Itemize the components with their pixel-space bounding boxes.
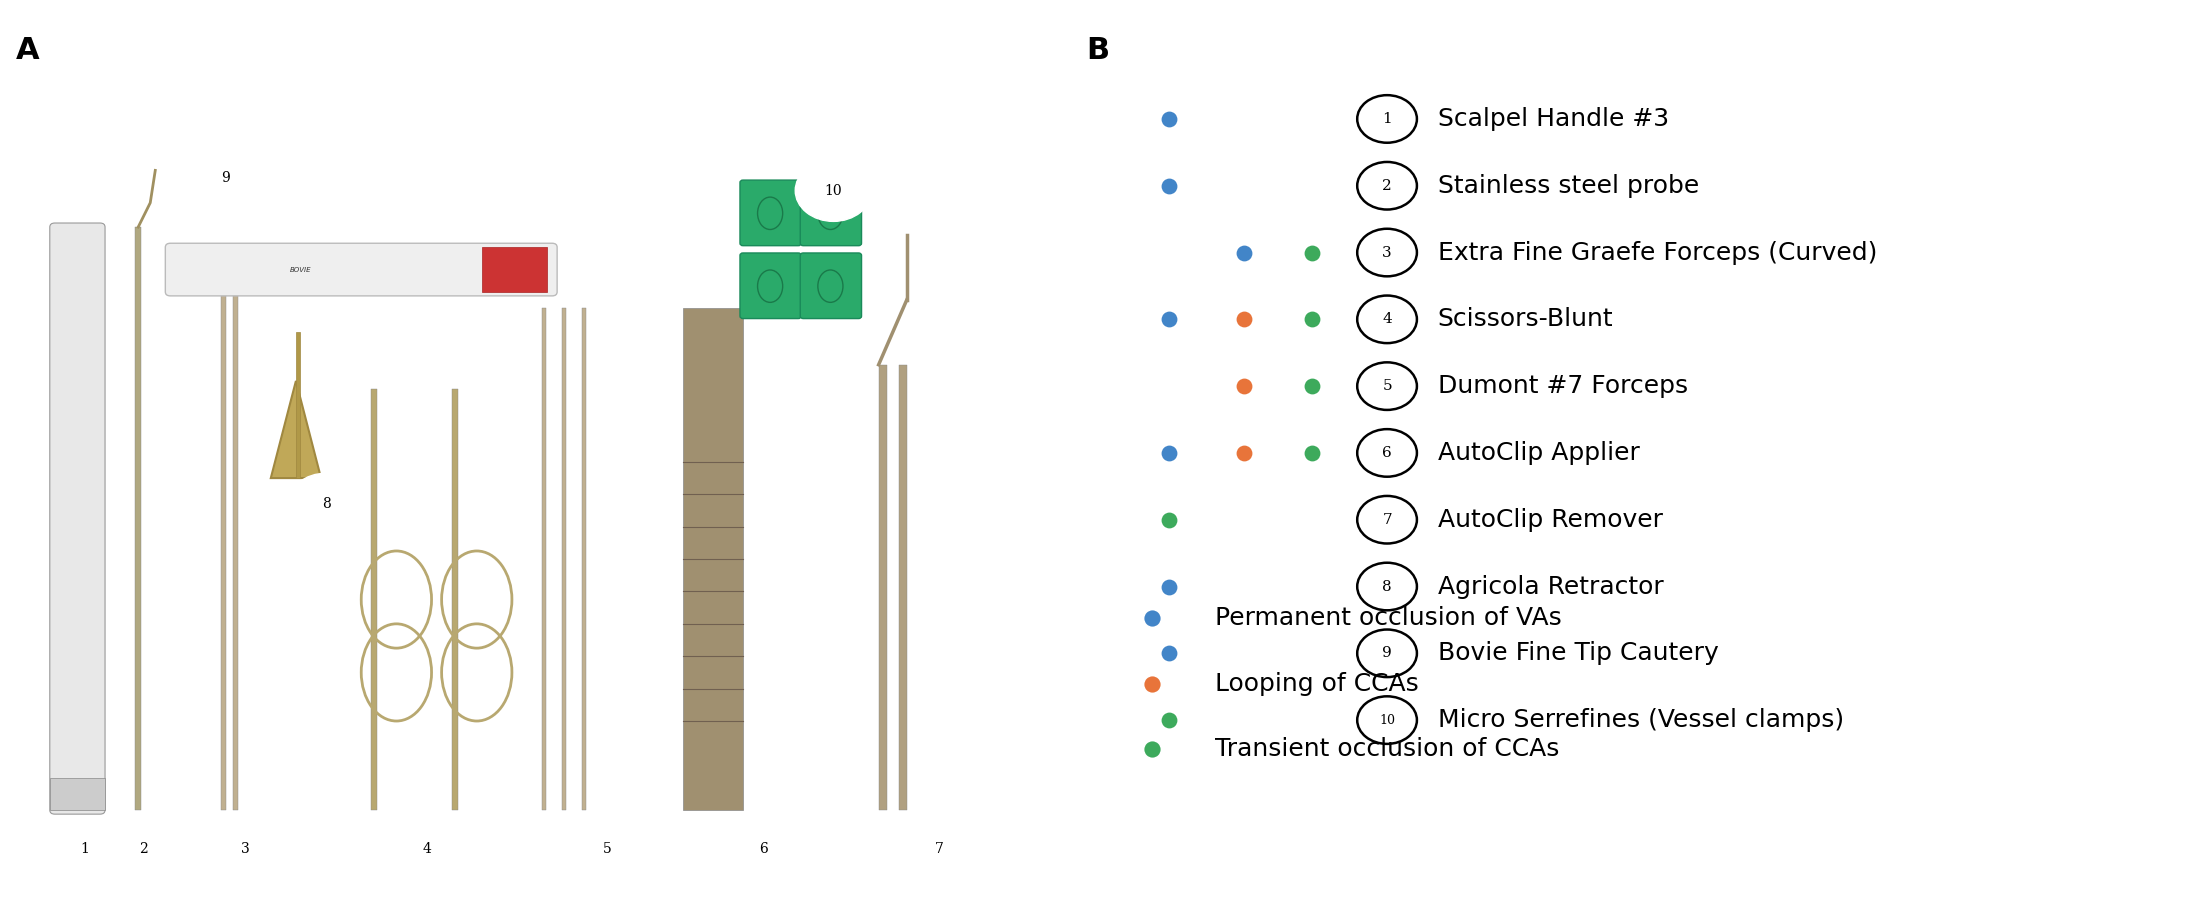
Point	[1225, 379, 1261, 393]
Circle shape	[188, 147, 263, 210]
Point	[1225, 446, 1261, 460]
Text: B: B	[1086, 36, 1108, 65]
Text: Micro Serrefines (Vessel clamps): Micro Serrefines (Vessel clamps)	[1437, 708, 1844, 732]
Text: Agricola Retractor: Agricola Retractor	[1437, 575, 1663, 598]
Bar	[232, 284, 238, 810]
Text: 4: 4	[422, 842, 431, 856]
Text: 5: 5	[1382, 379, 1391, 393]
Bar	[296, 332, 300, 478]
Bar	[481, 247, 548, 292]
Point	[1294, 312, 1329, 327]
Circle shape	[795, 160, 872, 221]
Text: 2: 2	[1382, 178, 1391, 193]
Bar	[682, 308, 742, 810]
Point	[1150, 112, 1186, 126]
Point	[1294, 245, 1329, 260]
Polygon shape	[272, 381, 320, 478]
FancyBboxPatch shape	[740, 253, 802, 318]
Circle shape	[106, 818, 181, 879]
Text: 5: 5	[603, 842, 612, 856]
Bar	[899, 365, 907, 810]
Point	[1135, 742, 1170, 757]
Text: 1: 1	[1382, 112, 1391, 126]
Point	[1225, 312, 1261, 327]
Text: 1: 1	[79, 842, 88, 856]
Point	[1150, 646, 1186, 661]
Text: 2: 2	[139, 842, 148, 856]
Text: 10: 10	[824, 184, 841, 198]
Text: 6: 6	[760, 842, 768, 856]
Text: 7: 7	[934, 842, 943, 856]
Circle shape	[901, 818, 978, 879]
Point	[1135, 610, 1170, 625]
Point	[1294, 379, 1329, 393]
Text: 3: 3	[1382, 245, 1391, 260]
Point	[1150, 446, 1186, 460]
FancyBboxPatch shape	[740, 180, 802, 246]
Text: 3: 3	[241, 842, 250, 856]
FancyBboxPatch shape	[51, 223, 106, 814]
Text: Dumont #7 Forceps: Dumont #7 Forceps	[1437, 374, 1687, 398]
Text: AutoClip Remover: AutoClip Remover	[1437, 508, 1663, 532]
FancyBboxPatch shape	[166, 243, 556, 296]
Text: A: A	[15, 36, 40, 65]
FancyBboxPatch shape	[799, 180, 861, 246]
Point	[1150, 713, 1186, 727]
Text: Extra Fine Graefe Forceps (Curved): Extra Fine Graefe Forceps (Curved)	[1437, 241, 1877, 264]
Circle shape	[287, 473, 364, 534]
Bar	[563, 308, 565, 810]
Text: 7: 7	[1382, 512, 1391, 527]
Text: Stainless steel probe: Stainless steel probe	[1437, 174, 1698, 198]
Point	[1150, 178, 1186, 193]
Circle shape	[46, 818, 124, 879]
Circle shape	[570, 818, 645, 879]
Circle shape	[724, 818, 802, 879]
Text: Transient occlusion of CCAs: Transient occlusion of CCAs	[1214, 737, 1559, 761]
Circle shape	[208, 818, 285, 879]
Point	[1150, 579, 1186, 594]
Text: AutoClip Applier: AutoClip Applier	[1437, 441, 1641, 465]
Text: Looping of CCAs: Looping of CCAs	[1214, 672, 1418, 695]
Bar	[371, 389, 378, 810]
Point	[1294, 446, 1329, 460]
Text: 9: 9	[1382, 646, 1391, 661]
Point	[1135, 676, 1170, 691]
Bar	[221, 284, 225, 810]
Text: Scalpel Handle #3: Scalpel Handle #3	[1437, 107, 1669, 131]
Text: BOVIE: BOVIE	[289, 267, 311, 273]
Text: Bovie Fine Tip Cautery: Bovie Fine Tip Cautery	[1437, 641, 1718, 665]
Text: 8: 8	[322, 497, 331, 511]
Text: 10: 10	[1380, 714, 1395, 727]
Point	[1225, 245, 1261, 260]
Bar	[453, 389, 457, 810]
Bar	[543, 308, 545, 810]
Bar	[135, 227, 141, 810]
Text: 8: 8	[1382, 579, 1391, 594]
Text: 4: 4	[1382, 312, 1391, 327]
Point	[1150, 312, 1186, 327]
Text: Scissors-Blunt: Scissors-Blunt	[1437, 307, 1614, 331]
Bar	[583, 308, 587, 810]
FancyBboxPatch shape	[799, 253, 861, 318]
Text: 6: 6	[1382, 446, 1391, 460]
Bar	[51, 778, 106, 810]
Point	[1150, 512, 1186, 527]
Bar	[879, 365, 888, 810]
Text: 9: 9	[221, 171, 230, 186]
Circle shape	[389, 818, 464, 879]
Text: Permanent occlusion of VAs: Permanent occlusion of VAs	[1214, 606, 1561, 630]
